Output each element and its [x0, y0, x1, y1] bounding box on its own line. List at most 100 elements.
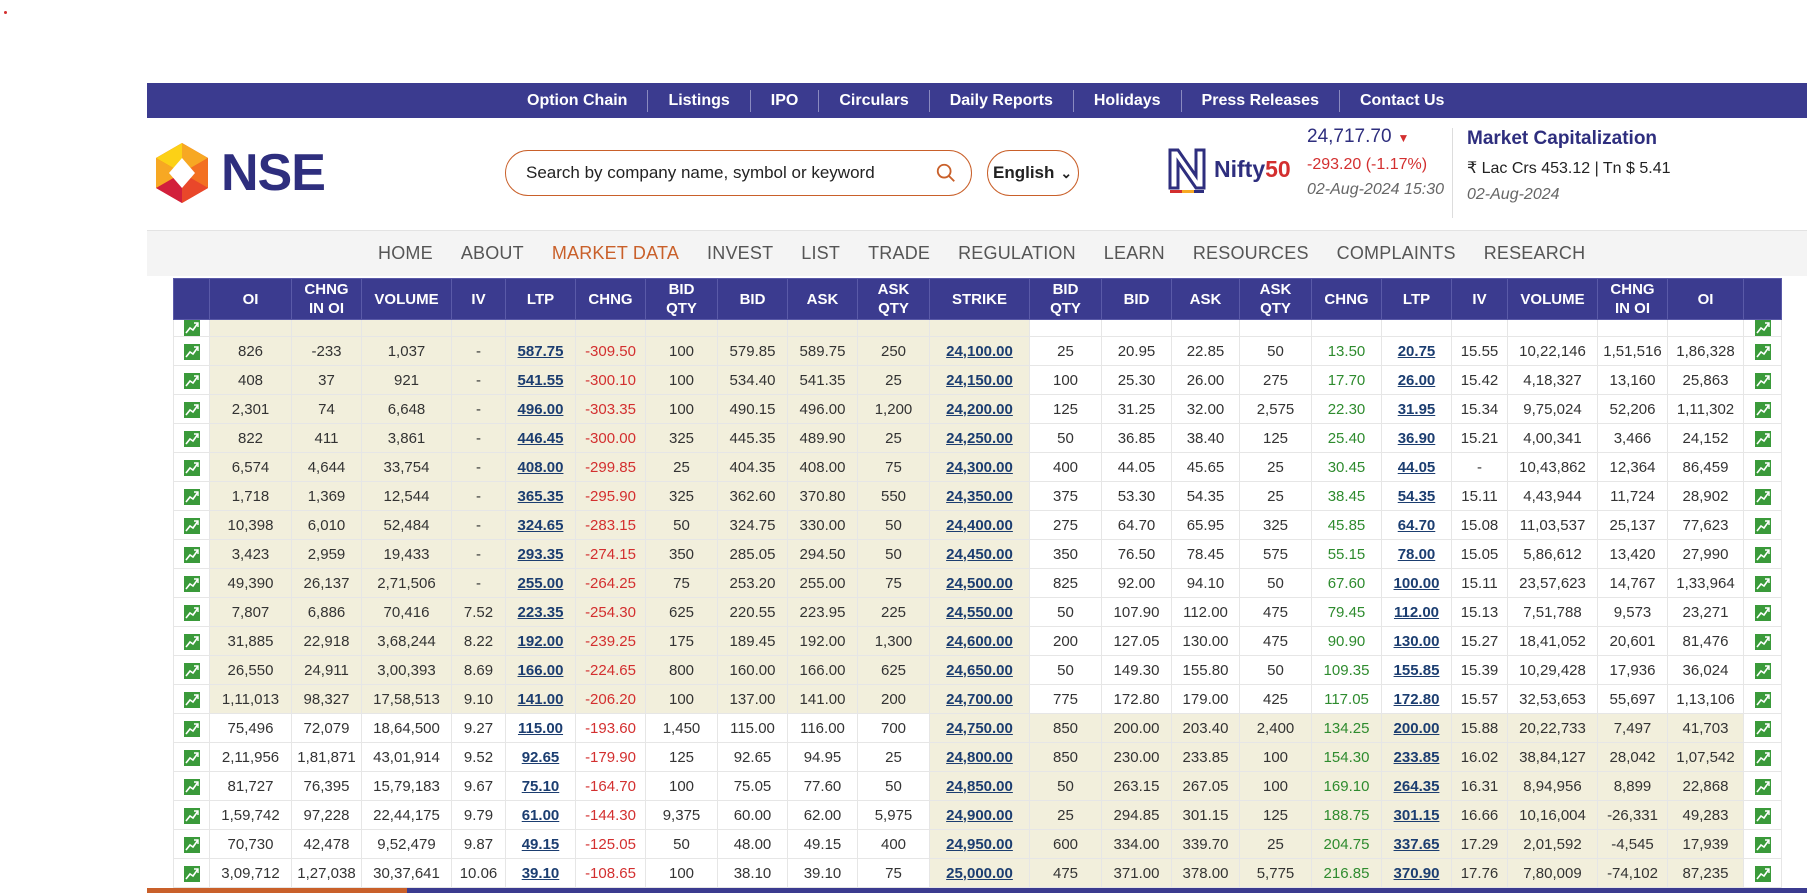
main-nav-item[interactable]: COMPLAINTS	[1336, 243, 1456, 263]
table-cell[interactable]: 264.35	[1381, 771, 1452, 801]
table-cell[interactable]: 24,300.00	[929, 452, 1030, 482]
main-nav-item[interactable]: LEARN	[1103, 243, 1165, 263]
chart-link[interactable]	[173, 742, 210, 772]
table-cell[interactable]: 24,200.00	[929, 394, 1030, 424]
table-cell[interactable]: 155.85	[1381, 655, 1452, 685]
chart-link[interactable]	[173, 829, 210, 859]
chart-link[interactable]	[1743, 510, 1782, 540]
chart-link[interactable]	[1743, 597, 1782, 627]
table-cell[interactable]: 24,350.00	[929, 481, 1030, 511]
chart-icon[interactable]	[183, 517, 200, 534]
chart-icon[interactable]	[183, 372, 200, 389]
table-cell[interactable]: 24,700.00	[929, 684, 1030, 714]
table-cell[interactable]: 141.00	[505, 684, 576, 714]
main-nav-item[interactable]: HOME	[378, 243, 433, 263]
table-cell[interactable]: 166.00	[505, 655, 576, 685]
chart-link[interactable]	[1743, 713, 1782, 743]
table-cell[interactable]: 44.05	[1381, 452, 1452, 482]
nifty50-logo[interactable]: Nifty50	[1166, 144, 1291, 194]
table-cell[interactable]: 130.00	[1381, 626, 1452, 656]
chart-icon[interactable]	[183, 546, 200, 563]
table-cell[interactable]: 26.00	[1381, 365, 1452, 395]
chart-link[interactable]	[1743, 336, 1782, 366]
table-cell[interactable]: 24,850.00	[929, 771, 1030, 801]
main-nav-item[interactable]: RESEARCH	[1483, 243, 1586, 263]
chart-link[interactable]	[173, 626, 210, 656]
chart-icon[interactable]	[1754, 575, 1771, 592]
table-cell[interactable]: 39.10	[505, 858, 576, 888]
chart-icon[interactable]	[1754, 430, 1771, 447]
table-cell[interactable]: 324.65	[505, 510, 576, 540]
chart-icon[interactable]	[183, 662, 200, 679]
chart-icon[interactable]	[1754, 720, 1771, 737]
table-cell[interactable]: 587.75	[505, 336, 576, 366]
table-cell[interactable]: 64.70	[1381, 510, 1452, 540]
chart-icon[interactable]	[1754, 546, 1771, 563]
table-cell[interactable]: 61.00	[505, 800, 576, 830]
nse-logo[interactable]: NSE	[151, 142, 326, 204]
chart-link[interactable]	[1743, 742, 1782, 772]
table-cell[interactable]: 24,950.00	[929, 829, 1030, 859]
chart-icon[interactable]	[183, 720, 200, 737]
main-nav-item[interactable]: LIST	[801, 243, 841, 263]
main-nav-item[interactable]: ABOUT	[460, 243, 524, 263]
table-cell[interactable]: 78.00	[1381, 539, 1452, 569]
top-nav-link[interactable]: IPO	[751, 89, 820, 112]
table-cell[interactable]: 192.00	[505, 626, 576, 656]
chart-icon[interactable]	[1754, 401, 1771, 418]
table-cell[interactable]: 49.15	[505, 829, 576, 859]
chart-link[interactable]	[173, 655, 210, 685]
chart-icon[interactable]	[183, 691, 200, 708]
table-cell[interactable]: 115.00	[505, 713, 576, 743]
main-nav-item[interactable]: RESOURCES	[1192, 243, 1309, 263]
table-cell[interactable]: 255.00	[505, 568, 576, 598]
table-cell[interactable]: 24,800.00	[929, 742, 1030, 772]
chart-icon[interactable]	[1754, 836, 1771, 853]
chart-icon[interactable]	[1754, 807, 1771, 824]
chart-link[interactable]	[1743, 858, 1782, 888]
table-cell[interactable]: 223.35	[505, 597, 576, 627]
chart-link[interactable]	[173, 858, 210, 888]
main-nav-item[interactable]: MARKET DATA	[551, 243, 680, 263]
chart-link[interactable]	[173, 481, 210, 511]
chart-icon[interactable]	[1754, 343, 1771, 360]
chart-link[interactable]	[173, 713, 210, 743]
chart-icon[interactable]	[1754, 691, 1771, 708]
chart-link[interactable]	[173, 539, 210, 569]
chart-link[interactable]	[1743, 319, 1782, 337]
table-cell[interactable]: 408.00	[505, 452, 576, 482]
chart-icon[interactable]	[1754, 488, 1771, 505]
table-cell[interactable]: 75.10	[505, 771, 576, 801]
search-icon[interactable]	[935, 162, 957, 184]
chart-icon[interactable]	[183, 430, 200, 447]
table-cell[interactable]: 24,500.00	[929, 568, 1030, 598]
chart-icon[interactable]	[183, 320, 200, 336]
chart-link[interactable]	[1743, 452, 1782, 482]
table-cell[interactable]: 20.75	[1381, 336, 1452, 366]
chart-link[interactable]	[173, 365, 210, 395]
chart-link[interactable]	[173, 510, 210, 540]
chart-icon[interactable]	[183, 575, 200, 592]
chart-icon[interactable]	[183, 749, 200, 766]
chart-link[interactable]	[173, 684, 210, 714]
chart-icon[interactable]	[183, 604, 200, 621]
chart-link[interactable]	[1743, 481, 1782, 511]
chart-icon[interactable]	[1754, 662, 1771, 679]
table-cell[interactable]: 233.85	[1381, 742, 1452, 772]
table-cell[interactable]: 25,000.00	[929, 858, 1030, 888]
chart-icon[interactable]	[1754, 604, 1771, 621]
table-cell[interactable]: 92.65	[505, 742, 576, 772]
chart-link[interactable]	[1743, 800, 1782, 830]
main-nav-item[interactable]: REGULATION	[958, 243, 1076, 263]
chart-link[interactable]	[1743, 829, 1782, 859]
chart-link[interactable]	[173, 319, 210, 337]
chart-link[interactable]	[173, 800, 210, 830]
chart-icon[interactable]	[183, 807, 200, 824]
table-cell[interactable]: 301.15	[1381, 800, 1452, 830]
chart-link[interactable]	[1743, 394, 1782, 424]
table-cell[interactable]: 24,900.00	[929, 800, 1030, 830]
chart-icon[interactable]	[183, 865, 200, 882]
chart-link[interactable]	[1743, 568, 1782, 598]
table-cell[interactable]: 370.90	[1381, 858, 1452, 888]
table-cell[interactable]: 541.55	[505, 365, 576, 395]
